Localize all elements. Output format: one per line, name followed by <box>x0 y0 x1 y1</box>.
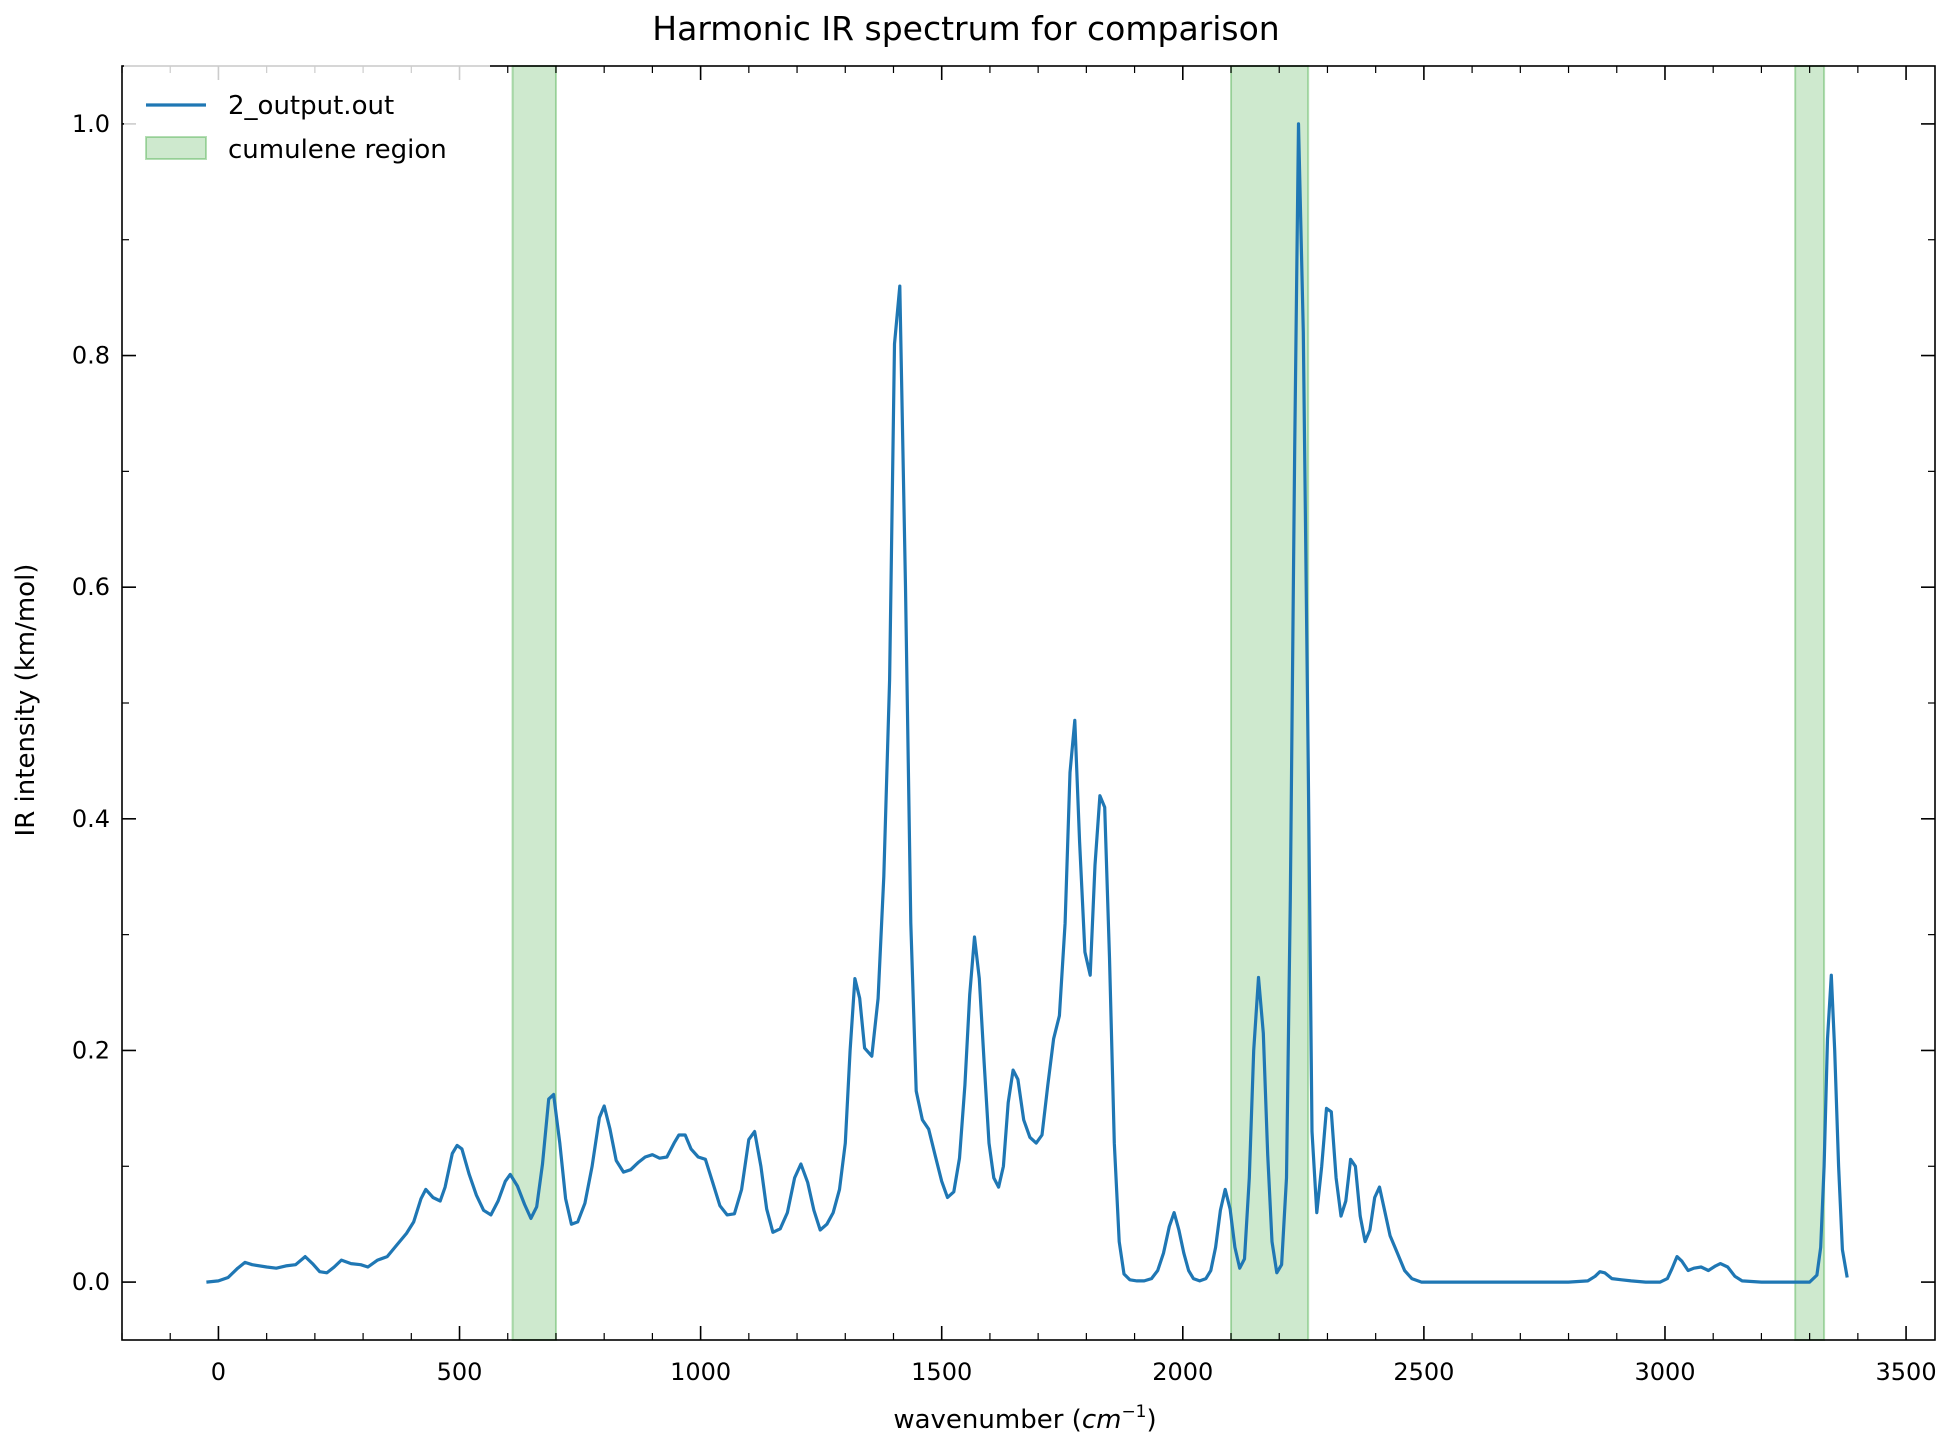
x-tick-label: 1000 <box>670 1358 731 1386</box>
x-axis-ticks: 0 500 1000 1500 2000 2500 3000 3500 <box>121 66 1937 1386</box>
series-lines <box>206 122 1849 1284</box>
legend-box <box>124 58 490 176</box>
y-tick-label: 0.6 <box>72 573 110 601</box>
x-tick-label: 3000 <box>1634 1358 1695 1386</box>
x-axis-label: wavenumber (cm−1) <box>893 1402 1156 1435</box>
legend-label-region: cumulene region <box>228 135 447 165</box>
legend-label-series: 2_output.out <box>228 91 394 121</box>
y-tick-label: 1.0 <box>72 110 110 138</box>
chart-title: Harmonic IR spectrum for comparison <box>652 9 1279 48</box>
cumulene-region-band-1 <box>511 65 557 1341</box>
y-axis-label: IR intensity (km/mol) <box>11 564 41 837</box>
x-tick-label: 2000 <box>1152 1358 1213 1386</box>
x-axis-unit-exponent: −1 <box>1121 1402 1146 1422</box>
legend: 2_output.out cumulene region <box>124 58 490 176</box>
x-axis-label-text: wavenumber <box>893 1405 1063 1435</box>
x-axis-unit: cm <box>1082 1405 1122 1435</box>
x-tick-label: 0 <box>211 1358 226 1386</box>
y-tick-label: 0.0 <box>72 1268 110 1296</box>
y-tick-label: 0.2 <box>72 1036 110 1064</box>
x-tick-label: 3500 <box>1876 1358 1937 1386</box>
y-axis-ticks: 0.0 0.2 0.4 0.6 0.8 1.0 <box>72 110 1935 1296</box>
y-tick-label: 0.8 <box>72 342 110 370</box>
legend-swatch-region <box>145 136 207 160</box>
x-tick-label: 500 <box>437 1358 483 1386</box>
x-tick-label: 1500 <box>911 1358 972 1386</box>
series-line-1 <box>206 122 1849 1284</box>
cumulene-region-band-3 <box>1794 65 1826 1341</box>
y-tick-label: 0.4 <box>72 805 110 833</box>
x-tick-label: 2500 <box>1393 1358 1454 1386</box>
